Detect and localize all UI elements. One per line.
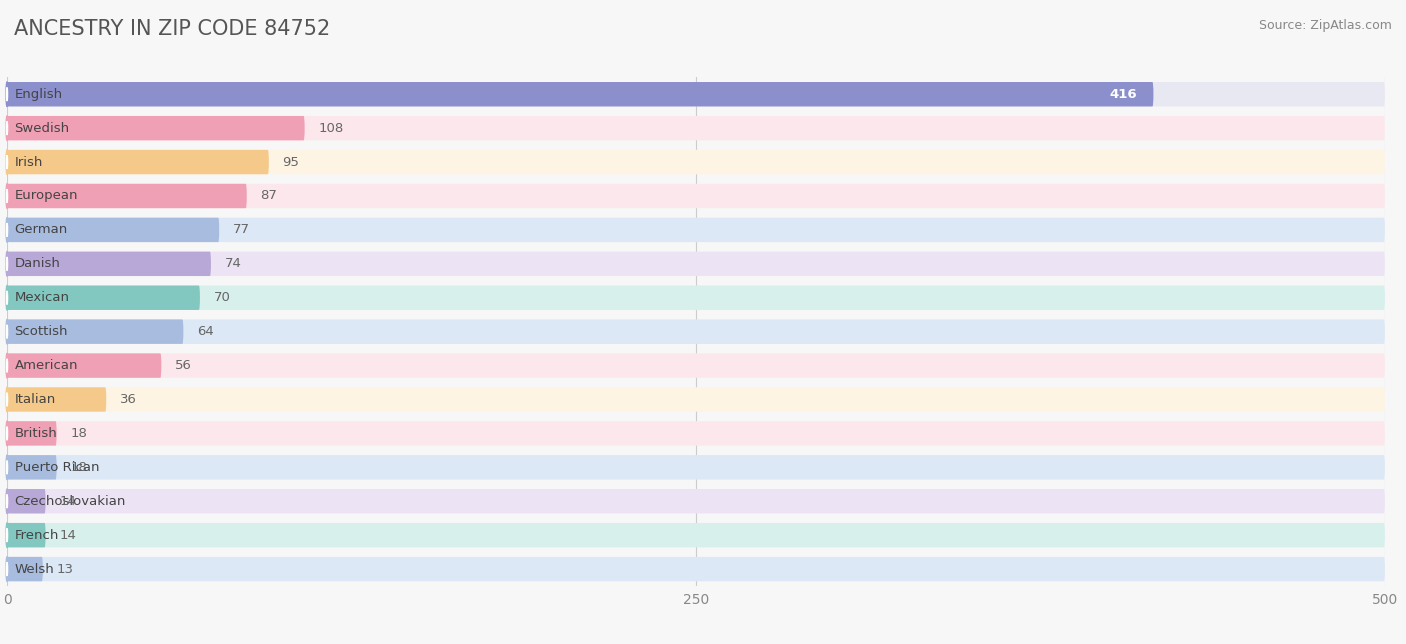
FancyBboxPatch shape xyxy=(7,387,107,412)
Text: 87: 87 xyxy=(260,189,277,202)
Circle shape xyxy=(6,252,8,276)
FancyBboxPatch shape xyxy=(7,285,1385,310)
FancyBboxPatch shape xyxy=(7,184,247,208)
Text: 13: 13 xyxy=(56,563,73,576)
FancyBboxPatch shape xyxy=(7,354,1385,378)
FancyBboxPatch shape xyxy=(7,319,183,344)
Circle shape xyxy=(6,557,8,582)
FancyBboxPatch shape xyxy=(7,218,219,242)
FancyBboxPatch shape xyxy=(7,557,42,582)
FancyBboxPatch shape xyxy=(7,184,1385,208)
Text: Danish: Danish xyxy=(14,258,60,270)
Text: 77: 77 xyxy=(233,223,250,236)
FancyBboxPatch shape xyxy=(7,455,56,480)
Circle shape xyxy=(6,150,8,175)
Text: ANCESTRY IN ZIP CODE 84752: ANCESTRY IN ZIP CODE 84752 xyxy=(14,19,330,39)
Text: 108: 108 xyxy=(318,122,343,135)
Circle shape xyxy=(6,455,8,480)
Text: Irish: Irish xyxy=(14,156,44,169)
FancyBboxPatch shape xyxy=(7,218,1385,242)
FancyBboxPatch shape xyxy=(7,421,1385,446)
Circle shape xyxy=(6,82,8,106)
Circle shape xyxy=(6,489,8,513)
Text: 36: 36 xyxy=(120,393,136,406)
FancyBboxPatch shape xyxy=(7,150,1385,175)
FancyBboxPatch shape xyxy=(7,455,1385,480)
Text: 64: 64 xyxy=(197,325,214,338)
Circle shape xyxy=(6,319,8,344)
Text: British: British xyxy=(14,427,58,440)
Circle shape xyxy=(6,218,8,242)
Text: Mexican: Mexican xyxy=(14,291,69,304)
Text: German: German xyxy=(14,223,67,236)
FancyBboxPatch shape xyxy=(7,489,1385,513)
FancyBboxPatch shape xyxy=(7,82,1153,106)
Text: Source: ZipAtlas.com: Source: ZipAtlas.com xyxy=(1258,19,1392,32)
Circle shape xyxy=(6,421,8,446)
Text: Czechoslovakian: Czechoslovakian xyxy=(14,495,127,507)
Circle shape xyxy=(6,387,8,412)
FancyBboxPatch shape xyxy=(7,557,1385,582)
FancyBboxPatch shape xyxy=(7,116,1385,140)
FancyBboxPatch shape xyxy=(7,252,211,276)
Text: Swedish: Swedish xyxy=(14,122,70,135)
FancyBboxPatch shape xyxy=(7,82,1385,106)
FancyBboxPatch shape xyxy=(7,354,162,378)
Text: 74: 74 xyxy=(225,258,242,270)
Text: 70: 70 xyxy=(214,291,231,304)
Text: 14: 14 xyxy=(59,495,76,507)
Text: Italian: Italian xyxy=(14,393,56,406)
Text: 14: 14 xyxy=(59,529,76,542)
Text: French: French xyxy=(14,529,59,542)
Text: 18: 18 xyxy=(70,461,87,474)
FancyBboxPatch shape xyxy=(7,319,1385,344)
Text: 18: 18 xyxy=(70,427,87,440)
FancyBboxPatch shape xyxy=(7,116,305,140)
FancyBboxPatch shape xyxy=(7,523,45,547)
FancyBboxPatch shape xyxy=(7,252,1385,276)
FancyBboxPatch shape xyxy=(7,150,269,175)
Text: Welsh: Welsh xyxy=(14,563,55,576)
Circle shape xyxy=(6,116,8,140)
Text: English: English xyxy=(14,88,63,100)
Text: American: American xyxy=(14,359,77,372)
FancyBboxPatch shape xyxy=(7,285,200,310)
Text: 56: 56 xyxy=(176,359,193,372)
Text: European: European xyxy=(14,189,77,202)
FancyBboxPatch shape xyxy=(7,387,1385,412)
FancyBboxPatch shape xyxy=(7,489,45,513)
Circle shape xyxy=(6,285,8,310)
FancyBboxPatch shape xyxy=(7,523,1385,547)
Text: 95: 95 xyxy=(283,156,299,169)
Text: Scottish: Scottish xyxy=(14,325,67,338)
Text: 416: 416 xyxy=(1109,88,1137,100)
Circle shape xyxy=(6,184,8,208)
Text: Puerto Rican: Puerto Rican xyxy=(14,461,98,474)
Circle shape xyxy=(6,354,8,378)
Circle shape xyxy=(6,523,8,547)
FancyBboxPatch shape xyxy=(7,421,56,446)
